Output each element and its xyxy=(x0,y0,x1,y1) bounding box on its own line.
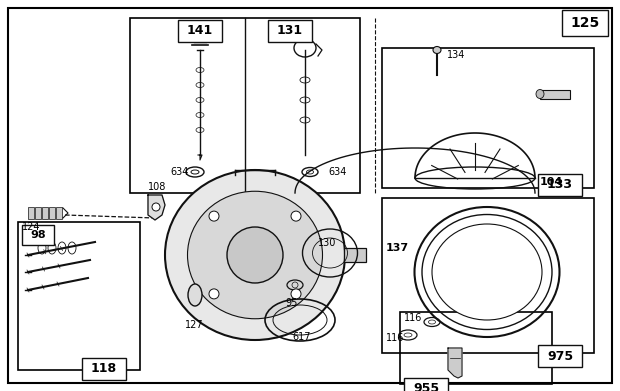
Circle shape xyxy=(227,227,283,283)
Circle shape xyxy=(291,289,301,299)
Bar xyxy=(540,90,570,99)
Circle shape xyxy=(209,289,219,299)
Text: 127: 127 xyxy=(185,320,203,330)
Text: 116: 116 xyxy=(386,333,404,343)
Bar xyxy=(344,248,366,262)
Text: 955: 955 xyxy=(413,382,439,391)
Circle shape xyxy=(152,203,160,211)
Ellipse shape xyxy=(433,47,441,54)
Text: 134: 134 xyxy=(447,50,466,60)
Bar xyxy=(178,20,222,42)
Text: 104: 104 xyxy=(540,177,563,187)
Text: 141: 141 xyxy=(187,25,213,38)
Text: 124: 124 xyxy=(22,222,40,232)
Ellipse shape xyxy=(187,191,322,319)
Bar xyxy=(400,312,552,384)
Text: 125: 125 xyxy=(570,16,600,30)
Bar xyxy=(382,48,594,188)
Bar xyxy=(35,207,41,219)
Bar xyxy=(130,18,360,193)
Bar xyxy=(56,207,62,219)
Text: 95: 95 xyxy=(285,298,298,308)
Bar xyxy=(562,10,608,36)
Polygon shape xyxy=(448,348,462,378)
Ellipse shape xyxy=(432,224,542,320)
Circle shape xyxy=(209,211,219,221)
Text: 634: 634 xyxy=(328,167,347,177)
Text: 975: 975 xyxy=(547,350,573,362)
Circle shape xyxy=(291,211,301,221)
Bar xyxy=(82,358,126,380)
Bar xyxy=(49,207,55,219)
Text: 108: 108 xyxy=(148,182,166,192)
Text: eReplacementParts.com: eReplacementParts.com xyxy=(242,253,378,263)
Bar xyxy=(18,222,140,370)
Text: 634: 634 xyxy=(170,167,188,177)
Polygon shape xyxy=(148,195,165,220)
Text: 137: 137 xyxy=(386,243,409,253)
Bar xyxy=(538,174,582,196)
Bar xyxy=(22,225,54,245)
Ellipse shape xyxy=(188,284,202,306)
Text: 98: 98 xyxy=(30,230,46,240)
Bar xyxy=(42,207,48,219)
Text: 617: 617 xyxy=(292,332,311,342)
Text: 133: 133 xyxy=(547,179,573,192)
Bar xyxy=(382,198,594,353)
Bar xyxy=(28,207,34,219)
Text: 130: 130 xyxy=(318,238,337,248)
Text: 131: 131 xyxy=(277,25,303,38)
Bar xyxy=(538,345,582,367)
Text: 118: 118 xyxy=(91,362,117,375)
Ellipse shape xyxy=(536,90,544,99)
Text: 116: 116 xyxy=(404,313,422,323)
Bar xyxy=(268,20,312,42)
Bar xyxy=(404,378,448,391)
Ellipse shape xyxy=(165,170,345,340)
